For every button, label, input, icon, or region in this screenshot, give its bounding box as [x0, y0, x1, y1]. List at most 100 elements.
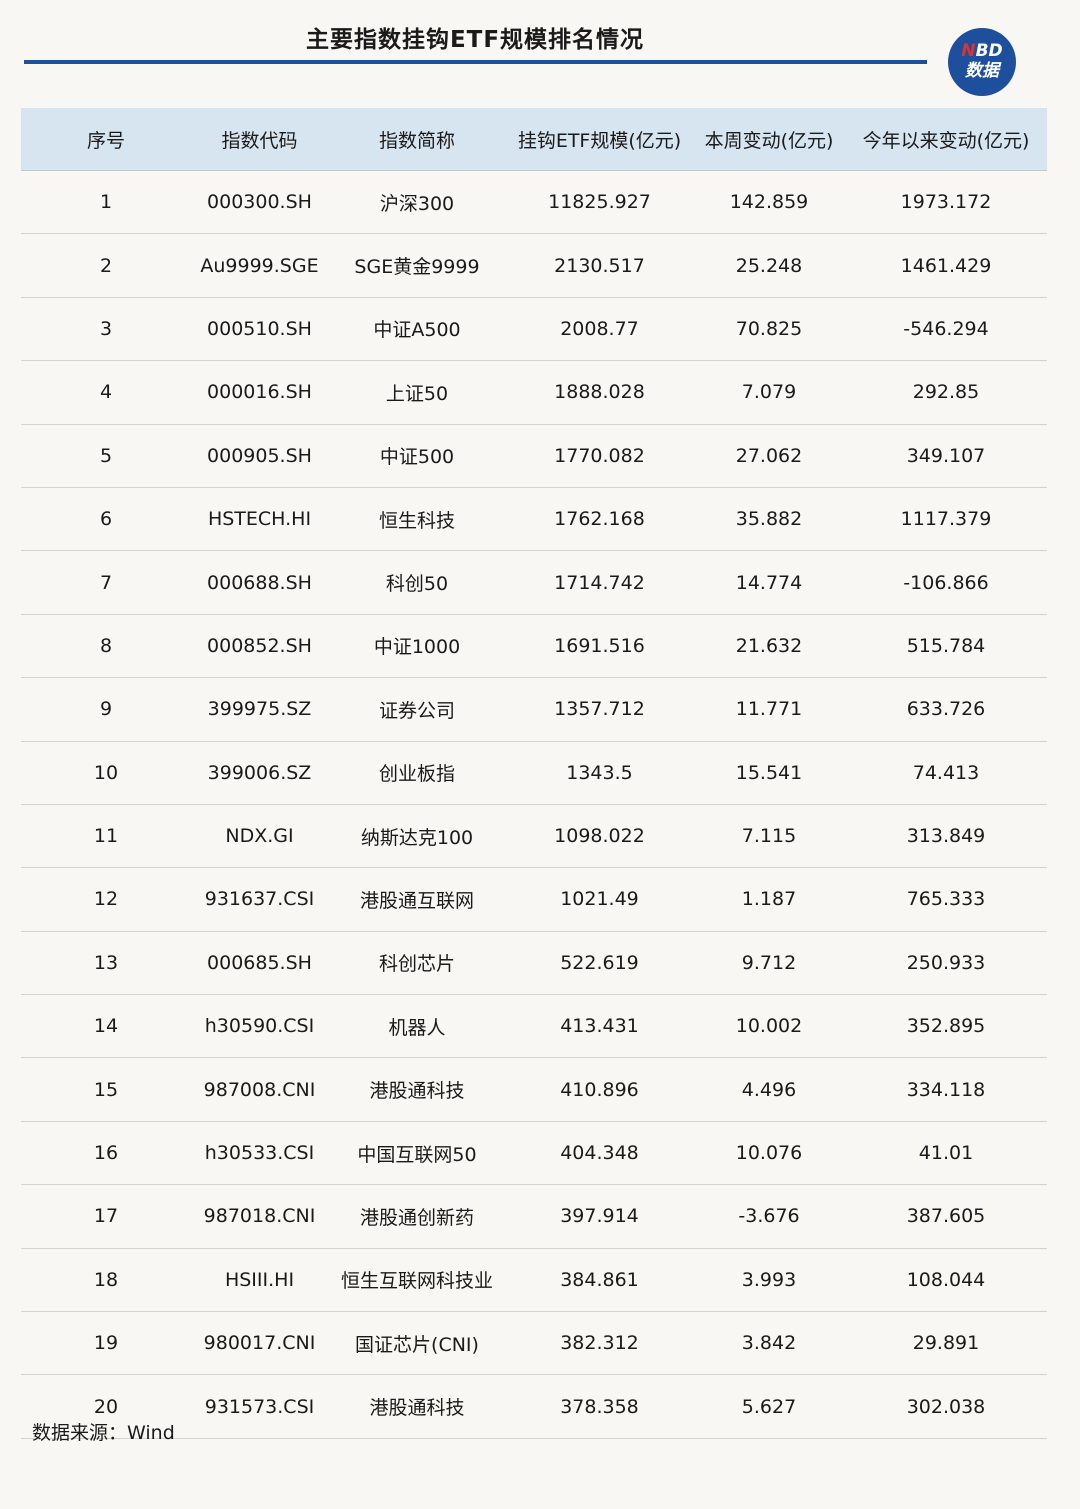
title-divider [24, 60, 927, 64]
table-cell: 1 [21, 170, 191, 235]
table-cell: 国证芯片(CNI) [328, 1311, 506, 1376]
table-cell: 港股通互联网 [328, 867, 506, 932]
table-cell: 980017.CNI [191, 1311, 328, 1376]
table-cell: 515.784 [845, 614, 1047, 679]
table-cell: 港股通科技 [328, 1057, 506, 1122]
table-cell: 7.115 [693, 804, 845, 869]
data-source: 数据来源：Wind [32, 1422, 175, 1444]
table-cell: 250.933 [845, 931, 1047, 996]
table-cell: 证券公司 [328, 677, 506, 742]
table-cell: 10.002 [693, 994, 845, 1059]
table-cell: 399006.SZ [191, 741, 328, 805]
table-cell: 378.358 [506, 1374, 693, 1439]
table-cell: 中国互联网50 [328, 1121, 506, 1186]
table-cell: 14.774 [693, 550, 845, 615]
table-cell: 恒生科技 [328, 487, 506, 552]
table-cell: 1021.49 [506, 867, 693, 932]
table-cell: 000852.SH [191, 614, 328, 679]
table-header: 序号 指数代码 指数简称 挂钩ETF规模(亿元) 本周变动(亿元) 今年以来变动(亿元) [21, 108, 1047, 171]
table-cell: HSIII.HI [191, 1248, 328, 1313]
table-cell: 11.771 [693, 677, 845, 742]
table-cell: 410.896 [506, 1057, 693, 1122]
table-cell: 机器人 [328, 994, 506, 1059]
table-cell: 35.882 [693, 487, 845, 552]
page-title: 主要指数挂钩ETF规模排名情况 [305, 27, 645, 53]
table-cell: 1343.5 [506, 741, 693, 805]
table-row: 16 h30533.CSI 中国互联网50 404.348 10.076 41.01 [21, 1121, 1047, 1186]
table-cell: 413.431 [506, 994, 693, 1059]
table-cell: 108.044 [845, 1248, 1047, 1313]
table-cell: 中证A500 [328, 297, 506, 362]
table-cell: h30590.CSI [191, 994, 328, 1059]
table-cell: 1357.712 [506, 677, 693, 742]
table-cell: 3 [21, 297, 191, 362]
table-cell: 302.038 [845, 1374, 1047, 1439]
table-cell: 142.859 [693, 170, 845, 235]
table-cell: 313.849 [845, 804, 1047, 869]
column-header: 今年以来变动(亿元) [845, 108, 1047, 171]
table-cell: 000300.SH [191, 170, 328, 235]
table-cell: 沪深300 [328, 170, 506, 235]
table-cell: 9.712 [693, 931, 845, 996]
table-cell: 3.993 [693, 1248, 845, 1313]
table-row: 7 000688.SH 科创50 1714.742 14.774 -106.866 [21, 550, 1047, 615]
table-cell: 384.861 [506, 1248, 693, 1313]
column-header: 序号 [21, 108, 191, 171]
table-cell: 000016.SH [191, 360, 328, 425]
table-cell: 1770.082 [506, 424, 693, 488]
table-row: 4 000016.SH 上证50 1888.028 7.079 292.85 [21, 360, 1047, 425]
table-cell: 18 [21, 1248, 191, 1313]
table-row: 3 000510.SH 中证A500 2008.77 70.825 -546.294 [21, 297, 1047, 362]
table-cell: 9 [21, 677, 191, 742]
table-cell: 恒生互联网科技业 [328, 1248, 506, 1313]
table-cell: 2008.77 [506, 297, 693, 362]
table-cell: 765.333 [845, 867, 1047, 932]
table-cell: 16 [21, 1121, 191, 1186]
table-cell: 334.118 [845, 1057, 1047, 1122]
table-row: 1 000300.SH 沪深300 11825.927 142.859 1973.172 [21, 170, 1047, 235]
table-row: 14 h30590.CSI 机器人 413.431 10.002 352.895 [21, 994, 1047, 1059]
table-cell: 352.895 [845, 994, 1047, 1059]
table-row: 5 000905.SH 中证500 1770.082 27.062 349.107 [21, 424, 1047, 488]
table-cell: 70.825 [693, 297, 845, 362]
table-cell: 633.726 [845, 677, 1047, 742]
column-header: 挂钩ETF规模(亿元) [506, 108, 693, 171]
table-cell: 纳斯达克100 [328, 804, 506, 869]
table-row: 17 987018.CNI 港股通创新药 397.914 -3.676 387.605 [21, 1184, 1047, 1249]
table-cell: 港股通创新药 [328, 1184, 506, 1249]
table-cell: Au9999.SGE [191, 233, 328, 298]
table-cell: 中证500 [328, 424, 506, 488]
table-cell: 1973.172 [845, 170, 1047, 235]
table-row: 6 HSTECH.HI 恒生科技 1762.168 35.882 1117.379 [21, 487, 1047, 552]
table-cell: 404.348 [506, 1121, 693, 1186]
table-cell: 74.413 [845, 741, 1047, 805]
table-cell: 上证50 [328, 360, 506, 425]
table-cell: 19 [21, 1311, 191, 1376]
table-cell: 13 [21, 931, 191, 996]
table-cell: 20 [21, 1374, 191, 1439]
table-row: 11 NDX.GI 纳斯达克100 1098.022 7.115 313.849 [21, 804, 1047, 869]
table-cell: 12 [21, 867, 191, 932]
table-cell: 387.605 [845, 1184, 1047, 1249]
table-cell: 15 [21, 1057, 191, 1122]
table-cell: 中证1000 [328, 614, 506, 679]
table-cell: 14 [21, 994, 191, 1059]
table-cell: 8 [21, 614, 191, 679]
table-cell: 科创50 [328, 550, 506, 615]
table-cell: 000510.SH [191, 297, 328, 362]
table-cell: -546.294 [845, 297, 1047, 362]
table-cell: NDX.GI [191, 804, 328, 869]
table-row: 20 931573.CSI 港股通科技 378.358 5.627 302.038 [21, 1374, 1047, 1439]
table-cell: 349.107 [845, 424, 1047, 488]
table-cell: 931573.CSI [191, 1374, 328, 1439]
table-cell: -106.866 [845, 550, 1047, 615]
table-cell: 7.079 [693, 360, 845, 425]
table-cell: 931637.CSI [191, 867, 328, 932]
table-cell: 397.914 [506, 1184, 693, 1249]
table-cell: 41.01 [845, 1121, 1047, 1186]
table-cell: HSTECH.HI [191, 487, 328, 552]
table-cell: 科创芯片 [328, 931, 506, 996]
table-cell: 创业板指 [328, 741, 506, 805]
table-cell: -3.676 [693, 1184, 845, 1249]
table-cell: 000685.SH [191, 931, 328, 996]
